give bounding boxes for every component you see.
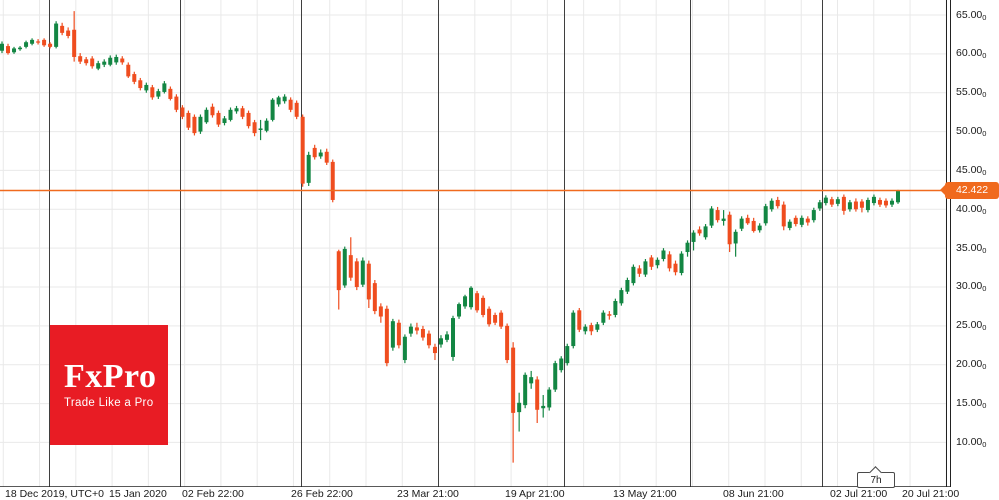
time-axis-label: 13 May 21:00	[613, 488, 677, 500]
price-axis-label: 45.000	[956, 163, 987, 177]
price-axis-label: 55.000	[956, 86, 987, 100]
price-axis-label: 15.000	[956, 397, 987, 411]
current-price-tag: 42.422	[940, 181, 999, 199]
candle-countdown-badge: 7h	[857, 466, 895, 488]
price-axis-label: 50.000	[956, 125, 987, 139]
price-tag-arrow-icon	[940, 185, 945, 196]
candle-countdown-value: 7h	[870, 474, 882, 486]
price-axis-label: 60.000	[956, 47, 987, 61]
price-axis-label: 30.000	[956, 280, 987, 294]
price-axis-label: 20.000	[956, 358, 987, 372]
fxpro-brand-text: FxPro	[64, 358, 157, 395]
time-axis-label: 23 Mar 21:00	[397, 488, 459, 500]
fxpro-watermark: FxPro Trade Like a Pro	[50, 325, 168, 445]
price-axis-label: 10.000	[956, 435, 987, 449]
price-axis[interactable]: 65.000 60.000 55.000 50.000 45.000 40.000 35.0…	[951, 0, 999, 487]
time-axis[interactable]: 18 Dec 2019, UTC+0 15 Jan 2020 02 Feb 22:0…	[0, 487, 999, 500]
time-axis-label: 20 Jul 21:00	[902, 488, 960, 500]
current-price-value: 42.422	[955, 184, 989, 197]
time-axis-label: 02 Feb 22:00	[182, 488, 244, 500]
time-axis-label: 26 Feb 22:00	[291, 488, 353, 500]
price-axis-label: 65.000	[956, 8, 987, 22]
fxpro-tagline-text: Trade Like a Pro	[64, 397, 154, 409]
time-axis-label: 02 Jul 21:00	[830, 488, 888, 500]
price-axis-label: 25.000	[956, 319, 987, 333]
price-axis-label: 40.000	[956, 202, 987, 216]
time-axis-label: 18 Dec 2019, UTC+0	[5, 488, 104, 500]
time-axis-label: 19 Apr 21:00	[505, 488, 565, 500]
price-axis-label: 35.000	[956, 241, 987, 255]
time-axis-label: 08 Jun 21:00	[723, 488, 784, 500]
time-axis-label: 15 Jan 2020	[109, 488, 167, 500]
